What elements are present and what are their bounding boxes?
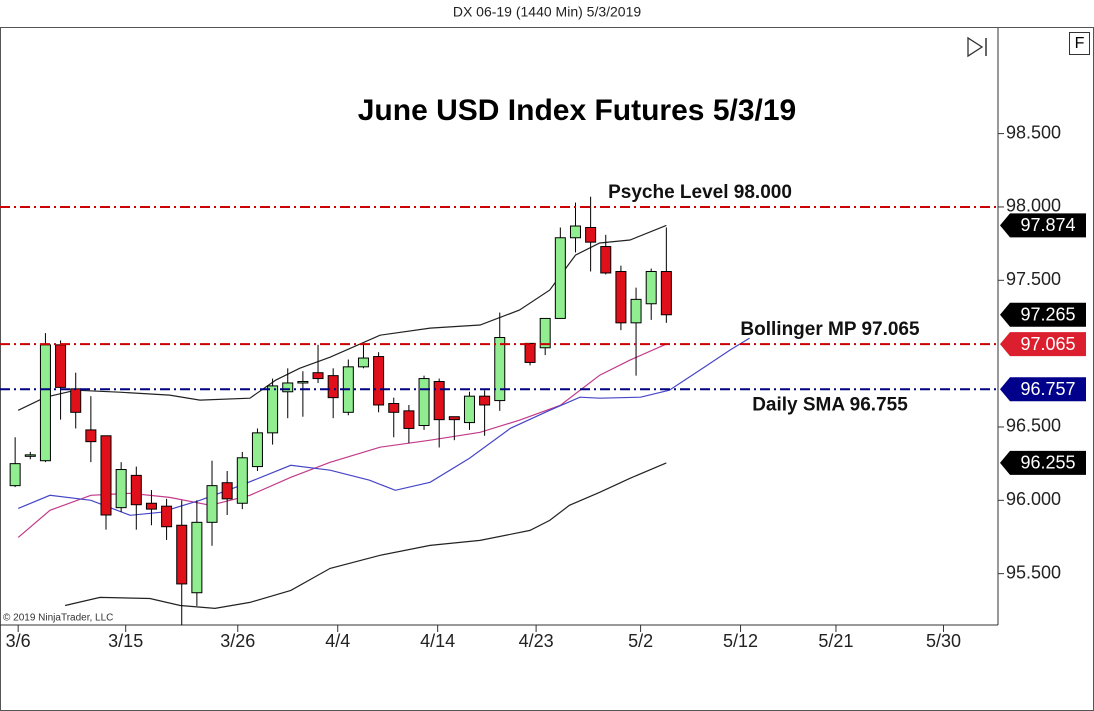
y-tick-label: 96.500 bbox=[1006, 416, 1061, 436]
candle-body bbox=[448, 416, 460, 421]
candle-body bbox=[55, 344, 67, 388]
play-icon[interactable] bbox=[967, 36, 987, 58]
candle-body bbox=[433, 381, 445, 421]
price-marker-label: 96.757 bbox=[1020, 379, 1075, 399]
price-marker bbox=[1000, 213, 1086, 238]
candle-body bbox=[312, 372, 324, 380]
candle-body bbox=[418, 378, 430, 427]
y-tick-label: 96.000 bbox=[1006, 489, 1061, 509]
x-tick-label: 5/12 bbox=[723, 631, 758, 651]
x-tick-label: 5/30 bbox=[926, 631, 961, 651]
indicator-line bbox=[64, 462, 667, 610]
x-tick-label: 4/14 bbox=[420, 631, 455, 651]
x-tick-label: 3/15 bbox=[108, 631, 143, 651]
x-tick-label: 4/4 bbox=[325, 631, 350, 651]
indicator-line bbox=[17, 224, 667, 411]
y-tick-label: 97.500 bbox=[1006, 269, 1061, 289]
candle-body bbox=[267, 385, 279, 434]
candle-body bbox=[70, 388, 82, 413]
candle-body bbox=[282, 382, 294, 393]
candle-body bbox=[206, 485, 218, 523]
y-tick-label: 98.500 bbox=[1006, 122, 1061, 142]
candle-body bbox=[554, 237, 566, 319]
candle-body bbox=[161, 505, 173, 528]
candle-body bbox=[39, 344, 51, 462]
candle-body bbox=[373, 356, 385, 406]
candle-body bbox=[176, 524, 188, 585]
x-tick-label: 5/2 bbox=[628, 631, 653, 651]
candle-body bbox=[115, 469, 127, 509]
indicator-line bbox=[17, 337, 750, 516]
candle-body bbox=[494, 337, 506, 402]
candle-body bbox=[24, 454, 36, 457]
x-tick-label: 3/26 bbox=[220, 631, 255, 651]
candle-body bbox=[615, 270, 627, 324]
chart-title: June USD Index Futures 5/3/19 bbox=[358, 94, 796, 127]
candle-body bbox=[479, 395, 491, 406]
level-annotation: Daily SMA 96.755 bbox=[752, 394, 908, 415]
header: DX 06-19 (1440 Min) 5/3/2019 bbox=[453, 4, 642, 20]
candle-body bbox=[403, 410, 415, 429]
candle-body bbox=[145, 502, 157, 510]
y-tick-label: 95.500 bbox=[1006, 562, 1061, 582]
price-marker-label: 97.065 bbox=[1020, 334, 1075, 354]
price-marker-label: 97.265 bbox=[1020, 305, 1075, 325]
level-annotation: Psyche Level 98.000 bbox=[608, 182, 792, 203]
x-tick-label: 3/6 bbox=[6, 631, 31, 651]
candle-body bbox=[660, 270, 672, 316]
candle-body bbox=[600, 246, 612, 274]
candle-body bbox=[85, 429, 97, 443]
copyright: © 2019 NinjaTrader, LLC bbox=[3, 613, 113, 624]
candle-body bbox=[388, 403, 400, 413]
price-marker-label: 96.255 bbox=[1020, 453, 1075, 473]
candle-body bbox=[191, 521, 203, 594]
price-marker bbox=[1000, 302, 1086, 327]
candle-body bbox=[463, 395, 475, 424]
candle-body bbox=[9, 463, 21, 487]
y-tick-label: 98.000 bbox=[1006, 196, 1061, 216]
f-button[interactable]: F bbox=[1069, 32, 1090, 55]
candle-body bbox=[236, 457, 248, 504]
candle-body bbox=[585, 226, 597, 243]
level-annotation: Bollinger MP 97.065 bbox=[740, 319, 920, 340]
price-marker-label: 97.874 bbox=[1020, 215, 1075, 235]
svg-text:F: F bbox=[1075, 35, 1085, 52]
candle-body bbox=[524, 342, 536, 363]
candle-body bbox=[130, 474, 142, 506]
candle-body bbox=[221, 482, 233, 500]
price-marker bbox=[1000, 450, 1086, 475]
candle-body bbox=[569, 225, 581, 239]
x-tick-label: 4/23 bbox=[519, 631, 554, 651]
candle-body bbox=[297, 381, 309, 384]
price-marker bbox=[1000, 377, 1086, 402]
candle-body bbox=[630, 298, 642, 324]
candle-body bbox=[251, 432, 263, 468]
candle-body bbox=[539, 317, 551, 349]
candle-body bbox=[645, 270, 657, 305]
price-marker bbox=[1000, 332, 1086, 357]
candle-body bbox=[357, 357, 369, 368]
candle-body bbox=[327, 375, 339, 399]
x-tick-label: 5/21 bbox=[818, 631, 853, 651]
candle-body bbox=[100, 435, 112, 516]
